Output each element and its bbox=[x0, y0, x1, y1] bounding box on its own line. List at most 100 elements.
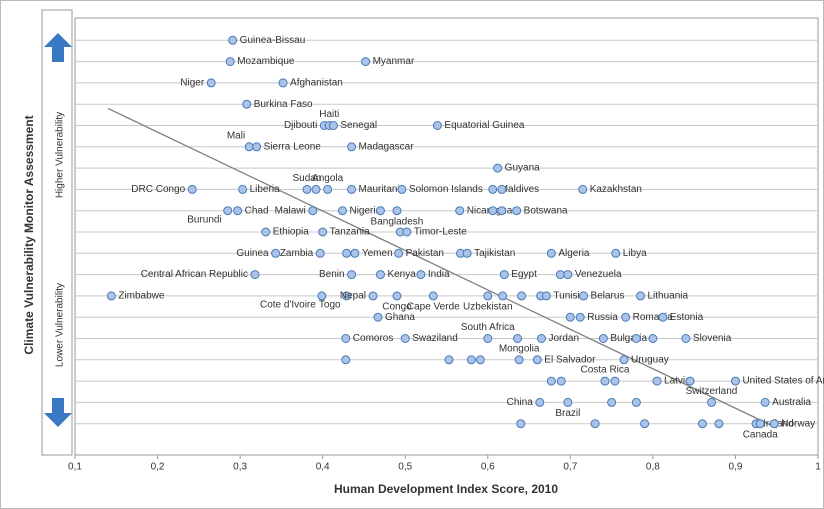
x-tick-label: 0,6 bbox=[481, 462, 495, 473]
point-label: Yemen bbox=[362, 248, 393, 259]
point bbox=[631, 397, 641, 407]
point bbox=[652, 376, 662, 386]
point-label: Equatorial Guinea bbox=[444, 120, 524, 131]
point bbox=[658, 312, 668, 322]
point-label: Senegal bbox=[340, 120, 377, 131]
plot-area bbox=[74, 17, 819, 456]
point-label: Russia bbox=[587, 312, 618, 323]
point-label: Zambia bbox=[280, 248, 314, 259]
point bbox=[579, 291, 589, 301]
point-label: Ethiopia bbox=[273, 227, 310, 238]
point-label: DRC Congo bbox=[131, 184, 185, 195]
point bbox=[556, 376, 566, 386]
point-label: Cape Verde bbox=[407, 302, 460, 313]
lower-label: Lower Vulnerability bbox=[55, 283, 66, 367]
point bbox=[516, 419, 526, 429]
point-label: Egypt bbox=[511, 269, 537, 280]
point-label: Myanmar bbox=[373, 56, 415, 67]
point bbox=[342, 248, 352, 258]
point bbox=[311, 184, 321, 194]
point bbox=[611, 248, 621, 258]
point-label: Mozambique bbox=[237, 56, 295, 67]
point bbox=[350, 248, 360, 258]
x-tick-label: 0,3 bbox=[233, 462, 247, 473]
point bbox=[394, 248, 404, 258]
point bbox=[497, 206, 507, 216]
point bbox=[341, 334, 351, 343]
point bbox=[302, 184, 312, 194]
point-label: Kazakhstan bbox=[590, 184, 642, 195]
point bbox=[318, 227, 328, 237]
point-label: Kenya bbox=[387, 269, 416, 280]
point-label: Norway bbox=[781, 418, 815, 429]
point-label: Canada bbox=[743, 429, 778, 440]
point-label: Solomon Islands bbox=[409, 184, 483, 195]
x-tick-label: 1 bbox=[815, 462, 821, 473]
point bbox=[555, 270, 565, 280]
point bbox=[714, 419, 724, 429]
point bbox=[455, 206, 465, 216]
point bbox=[323, 184, 333, 194]
point bbox=[337, 206, 347, 216]
point bbox=[681, 334, 691, 343]
point-label: Nepal bbox=[340, 291, 366, 302]
point bbox=[397, 184, 407, 194]
point-label: Australia bbox=[772, 397, 811, 408]
down-arrow bbox=[44, 398, 72, 427]
point bbox=[621, 312, 631, 322]
point bbox=[532, 355, 542, 365]
point-label: Togo bbox=[319, 300, 341, 311]
point bbox=[317, 291, 327, 301]
point-label: China bbox=[507, 397, 534, 408]
point bbox=[610, 376, 620, 386]
point-label: Mali bbox=[227, 130, 245, 141]
side-band bbox=[41, 9, 73, 456]
point-label: Congo bbox=[382, 302, 412, 313]
x-tick-label: 0,9 bbox=[728, 462, 742, 473]
point-label: Chad bbox=[245, 205, 269, 216]
point-label: Haiti bbox=[319, 109, 339, 120]
point-label: Slovenia bbox=[693, 333, 732, 344]
point-label: Sudan bbox=[293, 173, 322, 184]
point bbox=[563, 397, 573, 407]
point bbox=[565, 312, 575, 322]
point-label: Costa Rica bbox=[581, 365, 630, 376]
point bbox=[308, 206, 318, 216]
x-tick-label: 0,8 bbox=[646, 462, 660, 473]
point-label: Afghanistan bbox=[290, 78, 343, 89]
point bbox=[347, 184, 357, 194]
point bbox=[242, 99, 252, 109]
point bbox=[373, 312, 383, 322]
point bbox=[497, 184, 507, 194]
point bbox=[488, 206, 498, 216]
point bbox=[233, 206, 243, 216]
point bbox=[206, 78, 216, 88]
point bbox=[514, 355, 524, 365]
point-label: Latvia bbox=[664, 376, 691, 387]
point bbox=[250, 270, 260, 280]
point-label: Estonia bbox=[670, 312, 704, 323]
point bbox=[400, 334, 410, 343]
point bbox=[432, 121, 442, 130]
point-label: Malawi bbox=[275, 205, 306, 216]
point bbox=[361, 57, 371, 67]
point bbox=[730, 376, 740, 386]
point-label: Tunisia bbox=[553, 291, 585, 302]
point-label: Zimbabwe bbox=[118, 291, 165, 302]
point-label: Nigeria bbox=[349, 205, 381, 216]
point bbox=[607, 397, 617, 407]
point-label: Swaziland bbox=[412, 333, 458, 344]
point-label: Romania bbox=[633, 312, 673, 323]
point-label: Central African Republic bbox=[141, 269, 248, 280]
point bbox=[428, 291, 438, 301]
point-label: Mongolia bbox=[499, 343, 540, 354]
point-label: Bulgaria bbox=[610, 333, 647, 344]
point-label: Jordan bbox=[548, 333, 579, 344]
point-label: Guyana bbox=[505, 163, 540, 174]
point bbox=[375, 270, 385, 280]
point bbox=[578, 184, 588, 194]
point bbox=[640, 419, 650, 429]
point bbox=[315, 248, 325, 258]
point bbox=[697, 419, 707, 429]
point-label: Tanzania bbox=[330, 227, 370, 238]
